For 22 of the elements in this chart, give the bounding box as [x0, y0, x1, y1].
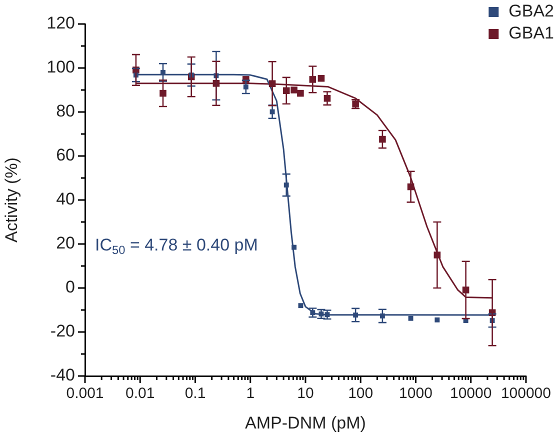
x-tick-label: 0.1: [184, 385, 206, 402]
y-tick-label: -20: [50, 322, 75, 341]
y-tick-label: 40: [56, 190, 75, 209]
x-axis-title: AMP-DNM (pM): [245, 413, 366, 432]
x-tick-label: 1000: [399, 385, 432, 402]
y-tick-label: 60: [56, 146, 75, 165]
y-tick-label: 100: [46, 58, 75, 77]
y-tick-label: 80: [56, 102, 75, 121]
y-axis-title: Activity (%): [2, 158, 21, 242]
x-tick-label: 10000: [450, 385, 492, 402]
y-tick-label: 0: [66, 278, 75, 297]
y-tick-label: 20: [56, 234, 75, 253]
x-tick-label: 10: [297, 385, 314, 402]
x-tick-label: 100: [348, 385, 374, 402]
x-tick-label: 1: [246, 385, 255, 402]
x-tick-label: 0.01: [126, 385, 155, 402]
y-tick-label: 120: [46, 14, 75, 33]
x-tick-label: 100000: [500, 385, 552, 402]
legend-label: GBA2: [508, 2, 554, 21]
legend-label: GBA1: [508, 24, 554, 43]
x-tick-label: 0.001: [66, 385, 104, 402]
y-tick-label: -40: [50, 366, 75, 385]
